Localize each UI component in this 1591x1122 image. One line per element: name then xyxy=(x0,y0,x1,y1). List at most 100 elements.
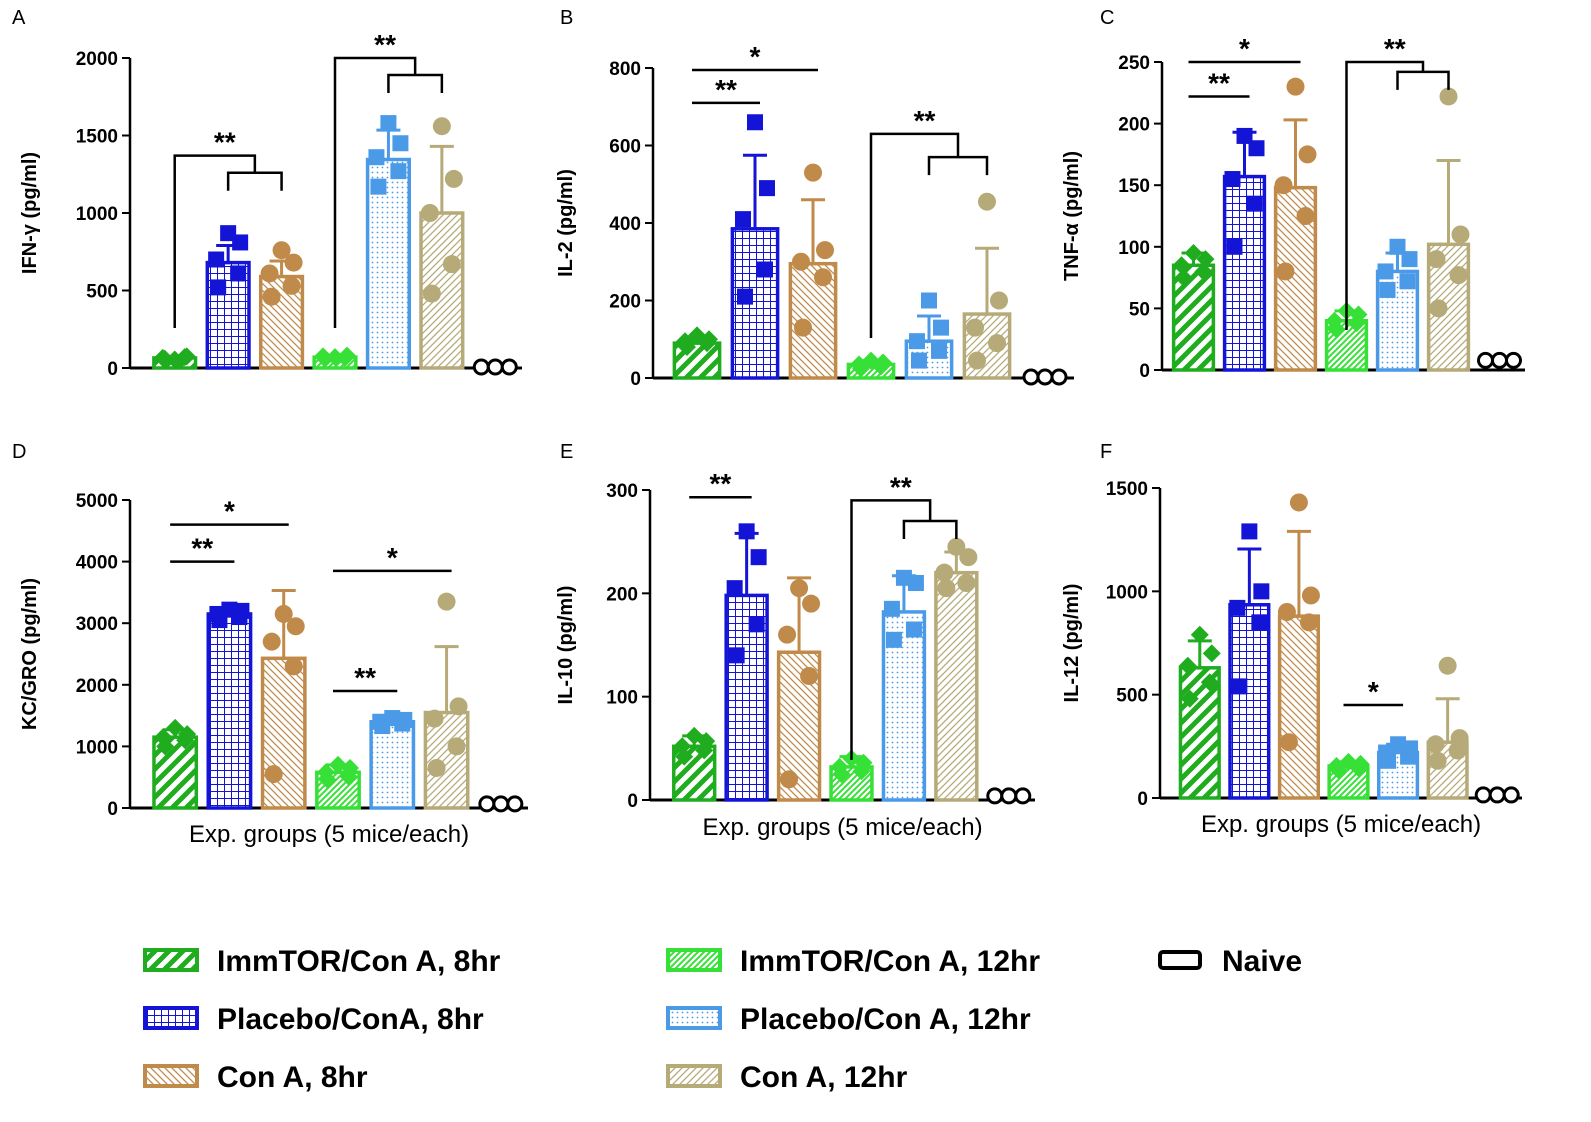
significance-label: * xyxy=(1368,676,1379,707)
data-point-naive xyxy=(1036,368,1054,386)
y-tick-label: 0 xyxy=(107,799,118,820)
bar xyxy=(1277,614,1321,800)
significance-label: ** xyxy=(890,471,912,502)
data-point xyxy=(210,279,227,296)
legend-label: Naive xyxy=(1222,945,1302,978)
data-point xyxy=(1351,754,1370,773)
panel-letter: D xyxy=(12,441,26,463)
data-point-naive xyxy=(1491,351,1508,369)
data-point xyxy=(326,348,344,367)
data-point xyxy=(933,319,949,336)
data-point-naive xyxy=(1502,786,1520,804)
y-tick-label: 1000 xyxy=(76,737,118,758)
data-point xyxy=(220,225,237,242)
data-point xyxy=(747,114,763,131)
data-point xyxy=(1248,140,1265,157)
data-point xyxy=(935,563,954,582)
data-point xyxy=(1200,673,1219,692)
data-point xyxy=(427,758,446,777)
data-point xyxy=(314,347,332,366)
panel-letter: A xyxy=(12,7,26,29)
data-point xyxy=(425,709,444,728)
data-point xyxy=(792,252,810,271)
data-point xyxy=(726,580,743,597)
data-point xyxy=(1389,238,1406,255)
significance-bracket xyxy=(1345,60,1450,330)
legend-label: ImmTOR/Con A, 8hr xyxy=(217,945,501,978)
significance-label: ** xyxy=(191,533,213,564)
data-point xyxy=(1426,735,1445,754)
significance-label: ** xyxy=(715,74,737,105)
data-point xyxy=(1379,281,1396,298)
data-point xyxy=(1202,644,1221,663)
data-point xyxy=(380,115,397,132)
data-point-naive xyxy=(1014,787,1032,805)
x-axis-label: Exp. groups (5 mice/each) xyxy=(702,814,982,841)
data-point xyxy=(272,241,291,260)
data-point xyxy=(338,346,356,365)
data-point xyxy=(1390,736,1407,753)
data-point xyxy=(931,342,947,359)
data-point xyxy=(274,604,293,623)
data-point xyxy=(1428,751,1447,770)
y-tick-label: 150 xyxy=(1118,176,1150,197)
data-point xyxy=(1450,729,1469,748)
data-point xyxy=(966,318,984,337)
data-point xyxy=(885,631,902,648)
legend-swatch xyxy=(1158,950,1202,970)
data-point xyxy=(165,350,184,369)
data-point xyxy=(317,763,335,782)
bar xyxy=(206,612,253,810)
data-point xyxy=(988,334,1006,353)
data-point xyxy=(959,548,978,567)
y-tick-label: 500 xyxy=(86,282,118,303)
panel-letter: F xyxy=(1100,441,1112,463)
data-point xyxy=(1399,273,1416,290)
data-point xyxy=(905,621,922,638)
data-point xyxy=(262,287,281,306)
data-point xyxy=(830,757,849,776)
data-point xyxy=(673,737,692,756)
y-axis-label: IL-10 (pg/ml) xyxy=(555,586,577,705)
legend-item: Placebo/Con A, 12hr xyxy=(666,1003,1031,1036)
y-tick-label: 2000 xyxy=(76,49,118,70)
data-point xyxy=(178,725,197,744)
significance-bracket xyxy=(333,56,444,328)
data-point xyxy=(1377,263,1394,280)
data-point xyxy=(737,288,753,305)
data-point xyxy=(329,755,347,774)
y-tick-label: 1000 xyxy=(1106,582,1148,603)
significance-label: * xyxy=(750,41,761,72)
y-tick-label: 2000 xyxy=(76,676,118,697)
panel-letter: E xyxy=(560,441,573,463)
panel-a: A 0 500 1000 1500 2000 IFN-γ (pg/ml) ** ** xyxy=(12,7,522,380)
y-tick-label: 0 xyxy=(1139,361,1150,382)
y-tick-label: 200 xyxy=(1118,115,1150,136)
y-tick-label: 200 xyxy=(606,584,638,605)
data-point xyxy=(1196,250,1215,269)
data-point xyxy=(778,625,797,644)
significance-label: * xyxy=(1239,33,1250,64)
legend-item: ImmTOR/Con A, 12hr xyxy=(666,945,1040,978)
panel-letter: C xyxy=(1100,7,1114,29)
data-point xyxy=(1401,251,1418,268)
data-point-naive xyxy=(1474,786,1492,804)
data-point xyxy=(728,647,745,664)
data-point xyxy=(1298,145,1317,164)
data-point xyxy=(1246,195,1263,212)
data-point-naive xyxy=(1488,786,1506,804)
data-point xyxy=(780,770,799,789)
data-point xyxy=(978,192,996,211)
bar xyxy=(369,720,416,810)
data-point-naive xyxy=(478,795,496,813)
data-point xyxy=(750,549,767,566)
panel-d: D 0 1000 2000 3000 4000 5000 KC/GRO (pg/ml) Exp.… xyxy=(12,441,528,848)
data-point-naive xyxy=(492,795,510,813)
data-point xyxy=(874,353,892,372)
significance-label: * xyxy=(224,496,235,527)
data-point xyxy=(800,667,819,685)
data-point xyxy=(1301,586,1320,605)
data-point xyxy=(1286,77,1305,96)
legend-item: Con A, 12hr xyxy=(666,1061,908,1094)
